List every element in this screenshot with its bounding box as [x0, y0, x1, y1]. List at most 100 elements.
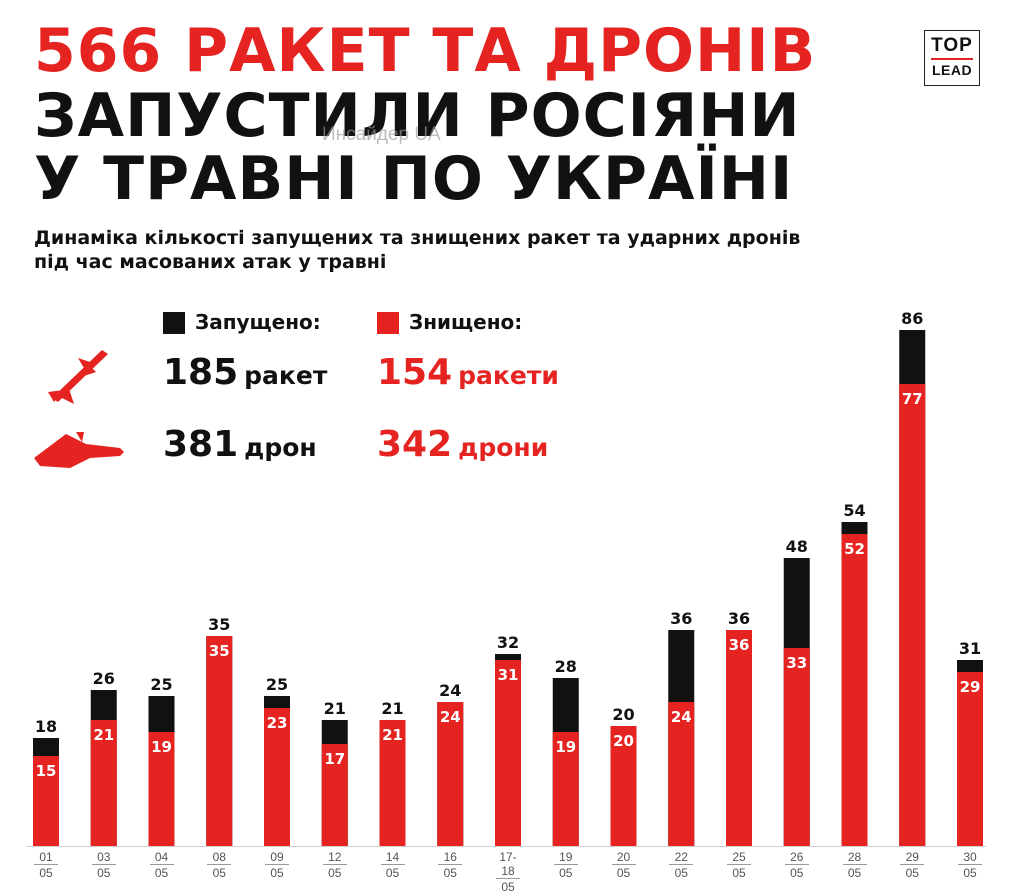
label-launched: 32: [497, 633, 519, 652]
missiles-launched-unit: ракет: [244, 361, 328, 390]
x-tick-day: 29: [900, 850, 925, 865]
bar-destroyed: [90, 720, 117, 846]
x-tick-day: 03: [91, 850, 116, 865]
label-launched: 28: [555, 657, 577, 676]
missiles-destroyed-number: 154: [377, 352, 453, 393]
label-launched: 24: [439, 681, 461, 700]
bar-destroyed: [726, 630, 752, 846]
x-tick-label: 12 05: [315, 850, 355, 880]
x-tick-label: 22 05: [661, 850, 701, 880]
label-launched: 36: [728, 609, 750, 628]
drones-launched-total: 381 дрон: [163, 424, 317, 465]
x-tick-month: 05: [328, 866, 342, 880]
x-tick-month: 05: [847, 866, 862, 880]
bar-destroyed: [495, 660, 521, 846]
label-destroyed: 31: [498, 666, 519, 684]
x-tick-label: 28 05: [835, 850, 875, 880]
x-tick-day: 26: [784, 850, 809, 865]
bar-destroyed: [957, 672, 983, 846]
x-tick-month: 05: [616, 866, 631, 880]
legend-label-launched: Запущено:: [195, 310, 321, 334]
watermark: Инсайдер UA: [322, 124, 441, 145]
missiles-destroyed-total: 154 ракети: [377, 352, 559, 393]
drone-icon: [34, 432, 124, 468]
x-tick-label: 20 05: [604, 850, 644, 880]
x-tick-day: 30: [958, 850, 982, 865]
x-tick-label: 04 05: [142, 850, 182, 880]
label-launched: 21: [381, 699, 403, 718]
bar-destroyed: [206, 636, 233, 846]
label-launched: 20: [612, 705, 634, 724]
x-tick-label: 01 05: [26, 850, 66, 880]
label-destroyed: 19: [151, 738, 172, 756]
label-destroyed: 17: [324, 750, 345, 768]
title-line-1: 566 РАКЕТ ТА ДРОНІВ: [34, 16, 817, 86]
label-launched: 26: [93, 669, 115, 688]
label-destroyed: 21: [382, 726, 403, 744]
label-destroyed: 33: [786, 654, 807, 672]
missiles-launched-number: 185: [163, 352, 239, 393]
label-launched: 86: [901, 309, 923, 328]
x-tick-label: 29 05: [892, 850, 932, 880]
subtitle-line-2: під час масованих атак у травні: [34, 251, 387, 273]
label-destroyed: 21: [93, 726, 114, 744]
x-tick-month: 05: [559, 866, 573, 880]
bar-destroyed: [610, 726, 637, 846]
x-tick-day: 20: [611, 850, 636, 865]
bar-destroyed: [379, 720, 406, 846]
drones-destroyed-unit: дрони: [458, 433, 549, 462]
x-tick-day: 28: [842, 850, 867, 865]
logo-top-text: TOP: [931, 35, 973, 56]
x-tick-month: 05: [674, 866, 688, 880]
label-destroyed: 77: [902, 390, 923, 408]
label-launched: 54: [843, 501, 865, 520]
logo: TOP LEAD: [924, 30, 980, 86]
x-tick-month: 05: [385, 866, 400, 880]
drones-launched-number: 381: [163, 424, 239, 465]
label-destroyed: 24: [440, 708, 461, 726]
label-launched: 35: [208, 615, 230, 634]
x-tick-day: 17-18: [496, 850, 520, 879]
label-destroyed: 20: [613, 732, 634, 750]
x-tick-month: 05: [97, 866, 111, 880]
x-tick-month: 05: [212, 866, 226, 880]
label-destroyed: 35: [209, 642, 230, 660]
label-destroyed: 29: [960, 678, 981, 696]
bar-destroyed: [264, 708, 290, 846]
bar-destroyed: [552, 732, 579, 846]
x-tick-label: 19 05: [546, 850, 586, 880]
title-line-2: ЗАПУСТИЛИ РОСІЯНИ: [34, 81, 801, 151]
x-tick-month: 05: [39, 866, 53, 880]
label-launched: 25: [266, 675, 288, 694]
missiles-destroyed-unit: ракети: [458, 361, 559, 390]
label-launched: 48: [786, 537, 808, 556]
x-tick-label: 25 05: [719, 850, 759, 880]
x-tick-label: 26 05: [777, 850, 817, 880]
x-tick-day: 16: [438, 850, 463, 865]
label-destroyed: 15: [36, 762, 57, 780]
x-tick-month: 05: [732, 866, 746, 880]
drones-launched-unit: дрон: [244, 433, 317, 462]
bar-destroyed: [437, 702, 464, 846]
legend-label-destroyed: Знищено:: [409, 310, 523, 334]
legend-swatch-destroyed: [377, 312, 399, 334]
label-destroyed: 19: [555, 738, 576, 756]
x-tick-label: 16 05: [430, 850, 470, 880]
x-tick-day: 19: [553, 850, 578, 865]
label-launched: 21: [324, 699, 346, 718]
label-destroyed: 36: [729, 636, 750, 654]
logo-divider: [931, 58, 973, 60]
label-destroyed: 52: [844, 540, 865, 558]
drones-destroyed-number: 342: [377, 424, 453, 465]
bar-destroyed: [33, 756, 59, 846]
missiles-launched-total: 185 ракет: [163, 352, 327, 393]
x-tick-month: 05: [905, 866, 919, 880]
x-tick-day: 22: [669, 850, 694, 865]
logo-bottom-text: LEAD: [931, 62, 973, 78]
label-launched: 36: [670, 609, 692, 628]
bar-destroyed: [321, 744, 348, 846]
label-launched: 25: [150, 675, 172, 694]
bar-destroyed: [899, 384, 926, 846]
subtitle-line-1: Динаміка кількості запущених та знищених…: [34, 227, 801, 249]
